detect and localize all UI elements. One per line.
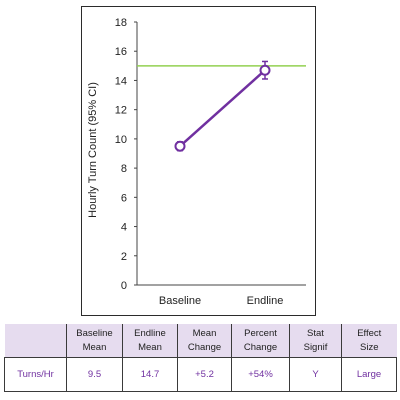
- cell-baseline-mean: 9.5: [66, 357, 123, 392]
- header-stat-signif: Stat Signif: [289, 324, 342, 358]
- cell-metric: Turns/Hr: [4, 357, 67, 392]
- chart-frame: [81, 6, 316, 316]
- y-tick-label: 10: [115, 134, 127, 146]
- table-header-row: Baseline Mean Endline Mean Mean Change Perc…: [4, 324, 397, 358]
- series-line: [179, 69, 266, 148]
- line-chart: 0 2 4 6 8 10 12 14 16 18 Baseline Endline: [115, 17, 306, 307]
- cell-endline-mean: 14.7: [122, 357, 178, 392]
- header-percent-change: Percent Change: [231, 324, 290, 358]
- cell-mean-change: +5.2: [177, 357, 232, 392]
- y-tick-label: 4: [121, 222, 127, 234]
- y-tick-label: 2: [121, 251, 127, 263]
- header-mean-change: Mean Change: [177, 324, 232, 358]
- y-tick-label: 16: [115, 46, 127, 58]
- y-tick-label: 8: [121, 163, 127, 175]
- data-point: [259, 64, 271, 76]
- y-tick-label: 6: [121, 192, 127, 204]
- x-tick-label: Endline: [247, 295, 284, 307]
- header-endline-mean: Endline Mean: [122, 324, 178, 358]
- y-tick-label: 14: [115, 75, 127, 87]
- cell-effect-size: Large: [341, 357, 397, 392]
- cell-stat-signif: Y: [289, 357, 342, 392]
- x-tick-label: Baseline: [159, 295, 201, 307]
- y-tick-label: 18: [115, 17, 127, 29]
- y-axis-label: Hourly Turn Count (95% CI): [87, 82, 99, 218]
- table-row: Turns/Hr 9.5 14.7 +5.2 +54% Y Large: [4, 357, 397, 392]
- header-effect-size: Effect Size: [341, 324, 397, 358]
- header-blank: [4, 324, 67, 358]
- y-tick-label: 12: [115, 105, 127, 117]
- stats-table: Baseline Mean Endline Mean Mean Change Perc…: [4, 324, 397, 392]
- cell-percent-change: +54%: [231, 357, 290, 392]
- data-point: [174, 140, 186, 152]
- header-baseline-mean: Baseline Mean: [66, 324, 123, 358]
- y-tick-label: 0: [121, 280, 127, 292]
